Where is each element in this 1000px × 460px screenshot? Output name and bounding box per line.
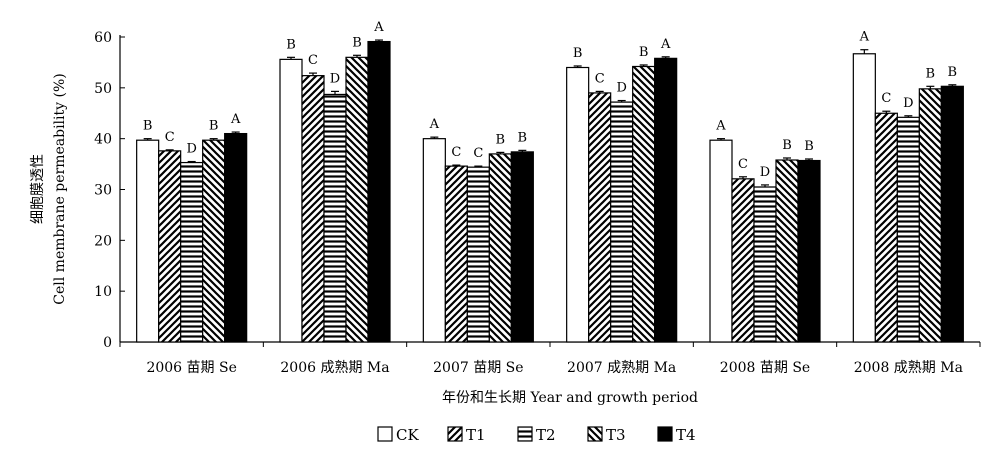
x-tick-label: 2008 成熟期 Ma	[854, 360, 963, 376]
significance-label: B	[639, 45, 649, 60]
x-tick-label: 2008 苗期 Se	[720, 360, 810, 376]
significance-label: D	[903, 96, 913, 111]
bar-ck	[422, 138, 446, 343]
bar-t2	[896, 116, 920, 343]
significance-label: D	[330, 71, 340, 86]
significance-label: C	[451, 145, 461, 160]
significance-label: B	[782, 138, 792, 153]
significance-label: B	[143, 119, 153, 134]
bar-t1	[731, 178, 755, 343]
legend-swatch	[377, 426, 393, 442]
y-tick-label: 0	[103, 335, 112, 351]
y-tick-label: 10	[94, 284, 112, 300]
legend-swatch	[587, 426, 603, 442]
y-axis-title: Cell membrane permeability (%)	[52, 73, 68, 304]
significance-label: A	[660, 37, 671, 52]
y-tick-label: 20	[94, 233, 112, 249]
legend-item-ck: CK	[377, 426, 419, 444]
bar-t3	[632, 65, 656, 343]
significance-label: B	[352, 35, 362, 50]
bar-ck	[852, 53, 876, 343]
bar-ck	[279, 58, 303, 343]
significance-label: B	[926, 66, 936, 81]
legend-label: T1	[466, 426, 486, 444]
bar-t4	[510, 151, 534, 343]
bar-t4	[224, 132, 248, 343]
legend-item-t2: T2	[517, 426, 556, 444]
bar-t3	[202, 139, 226, 343]
bar-t4	[367, 40, 391, 343]
significance-label: B	[948, 65, 958, 80]
significance-label: B	[286, 37, 296, 52]
bar-t2	[180, 161, 204, 343]
significance-label: B	[209, 119, 219, 134]
bar-ck	[136, 139, 160, 343]
bar-t4	[654, 57, 678, 343]
significance-label: B	[496, 132, 506, 147]
x-tick-label: 2006 成熟期 Ma	[280, 360, 389, 376]
y-tick-label: 60	[94, 30, 112, 46]
significance-label: B	[573, 46, 583, 61]
significance-label: D	[760, 165, 770, 180]
bar-t3	[918, 88, 942, 343]
significance-label: A	[373, 20, 384, 35]
bar-t1	[588, 92, 612, 343]
significance-label: A	[859, 30, 870, 45]
bar-t2	[753, 186, 777, 343]
legend-item-t3: T3	[587, 426, 626, 444]
significance-label: C	[473, 146, 483, 161]
bar-t2	[323, 93, 347, 343]
significance-label: C	[881, 91, 891, 106]
legend-label: T3	[606, 426, 626, 444]
significance-label: D	[186, 142, 196, 157]
y-axis-title-cn: 细胞膜透性	[30, 154, 46, 224]
significance-label: C	[165, 130, 175, 145]
significance-label: C	[738, 157, 748, 172]
legend-label: T4	[676, 426, 696, 444]
x-axis-title: 年份和生长期 Year and growth period	[442, 390, 698, 406]
x-tick-label: 2006 苗期 Se	[146, 360, 236, 376]
bar-ck	[709, 139, 733, 343]
bar-t3	[345, 56, 369, 343]
legend-swatch	[447, 426, 463, 442]
x-tick-label: 2007 苗期 Se	[433, 360, 523, 376]
bar-t3	[775, 159, 799, 343]
bar-t4	[940, 85, 964, 343]
bar-ck	[566, 66, 590, 343]
significance-label: B	[804, 139, 814, 154]
legend-item-t4: T4	[657, 426, 696, 444]
y-tick-label: 40	[94, 132, 112, 148]
significance-label: D	[616, 81, 626, 96]
y-tick-label: 50	[94, 81, 112, 97]
significance-label: C	[308, 53, 318, 68]
y-tick-label: 30	[94, 183, 112, 199]
bar-t4	[797, 159, 821, 343]
bar-t2	[610, 101, 634, 343]
legend: CK T1 T2 T3 T4	[377, 426, 696, 444]
significance-label: C	[595, 71, 605, 86]
legend-swatch	[657, 426, 673, 442]
legend-item-t1: T1	[447, 426, 486, 444]
bar-t3	[488, 153, 512, 343]
legend-swatch	[517, 426, 533, 442]
legend-label: CK	[396, 426, 419, 444]
bar-t1	[874, 112, 898, 343]
bar-t1	[301, 75, 325, 343]
significance-label: A	[429, 117, 440, 132]
bar-t1	[444, 165, 468, 343]
significance-label: A	[715, 119, 726, 134]
bar-t2	[466, 166, 490, 343]
legend-label: T2	[536, 426, 556, 444]
x-tick-label: 2007 成熟期 Ma	[567, 360, 676, 376]
significance-label: B	[518, 130, 528, 145]
bar-t1	[158, 150, 182, 343]
significance-label: A	[230, 112, 241, 127]
